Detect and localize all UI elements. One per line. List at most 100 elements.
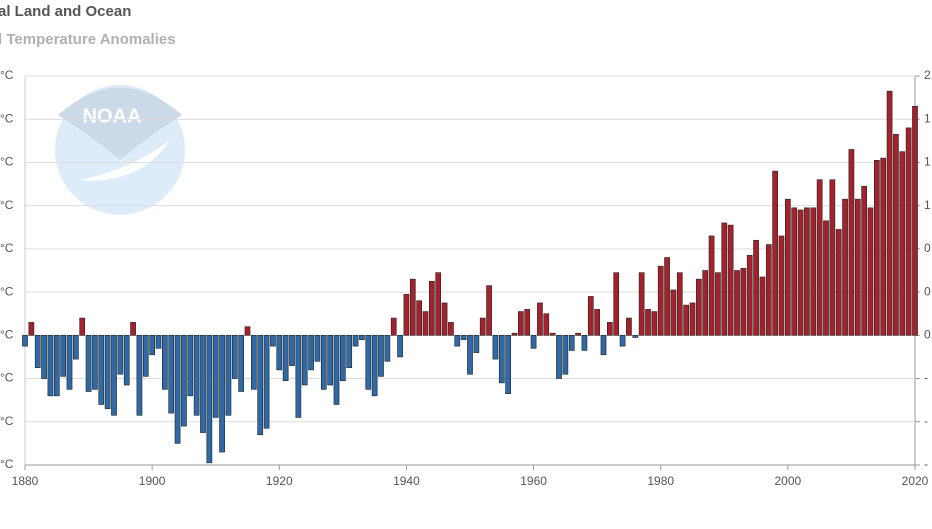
y-tick-label: °C — [0, 111, 14, 125]
x-tick-label: 1920 — [266, 474, 293, 488]
bar — [734, 270, 740, 336]
bar — [823, 220, 829, 336]
bar — [168, 335, 175, 414]
y-tick-label: °C — [0, 371, 14, 385]
bar — [276, 335, 283, 371]
bar — [441, 302, 448, 336]
bar — [689, 302, 696, 336]
bar — [41, 335, 47, 379]
bar — [409, 278, 416, 336]
bar — [384, 335, 391, 362]
bar — [66, 335, 73, 390]
bar — [880, 157, 887, 336]
bar — [778, 235, 785, 336]
x-tick-label: 1980 — [647, 474, 674, 488]
bar — [416, 300, 422, 336]
bar — [327, 335, 333, 386]
bar — [613, 272, 620, 336]
bar — [365, 335, 372, 390]
y2-tick-label: - — [924, 414, 928, 428]
bar — [219, 335, 225, 453]
bar — [861, 185, 867, 336]
y2-tick-label: 1 — [924, 198, 931, 212]
bar — [28, 322, 35, 336]
bar — [505, 335, 511, 394]
bar — [104, 335, 111, 410]
y-tick-label: °C — [0, 328, 14, 342]
bar — [34, 335, 41, 369]
bar — [378, 335, 384, 377]
bar — [664, 257, 670, 336]
bar — [85, 335, 92, 392]
bar — [270, 335, 276, 347]
bar — [251, 335, 257, 390]
bar — [397, 335, 403, 358]
bar — [340, 335, 346, 382]
bar — [467, 335, 473, 375]
x-tick-label: 1900 — [139, 474, 166, 488]
bar — [765, 244, 772, 336]
bar — [314, 335, 321, 362]
bar — [473, 335, 480, 353]
bar — [683, 304, 689, 336]
bar — [816, 179, 823, 336]
bar — [721, 222, 728, 336]
bar — [22, 335, 28, 347]
bar — [867, 207, 874, 336]
bar — [549, 332, 556, 336]
bar — [899, 151, 906, 336]
bar — [181, 335, 187, 427]
bar — [848, 149, 855, 336]
y2-tick-label: - — [924, 457, 928, 471]
bar — [600, 335, 607, 356]
x-tick-label: 1880 — [12, 474, 39, 488]
logo: NOAA — [55, 85, 185, 215]
bar — [886, 90, 893, 336]
bar — [854, 198, 861, 336]
bar — [231, 335, 238, 379]
bar — [422, 311, 429, 336]
bar — [746, 255, 753, 336]
bar — [587, 296, 594, 336]
bar — [130, 322, 136, 336]
y-tick-label: °C — [0, 414, 14, 428]
bar — [174, 335, 181, 444]
bar — [187, 335, 194, 397]
bar — [575, 332, 581, 336]
y-tick-label: °C — [0, 284, 14, 298]
bar — [460, 335, 467, 340]
bar — [238, 335, 244, 392]
bar — [403, 293, 410, 336]
bar — [136, 335, 143, 416]
y2-tick-label: - — [924, 371, 928, 385]
bar — [740, 268, 747, 336]
y-tick-label: °C — [0, 198, 14, 212]
bar — [785, 198, 791, 336]
bar — [448, 322, 454, 336]
bar — [791, 207, 798, 336]
bar — [320, 335, 327, 390]
bar — [308, 335, 314, 371]
bar — [390, 317, 397, 336]
bar — [263, 335, 270, 429]
bar — [753, 239, 759, 336]
bar — [244, 326, 251, 336]
bar — [638, 272, 645, 336]
bar — [874, 159, 880, 336]
bar — [626, 317, 632, 336]
bar — [524, 309, 531, 336]
bar — [60, 335, 66, 377]
bar — [537, 302, 543, 336]
y2-tick-label: 0 — [924, 328, 931, 342]
bar — [905, 127, 912, 336]
bar — [486, 285, 492, 336]
bar — [53, 335, 60, 397]
bar — [193, 335, 200, 416]
bar — [498, 335, 505, 384]
bar — [47, 335, 54, 397]
bar — [225, 335, 232, 416]
bar — [142, 335, 149, 377]
bar — [359, 335, 365, 340]
